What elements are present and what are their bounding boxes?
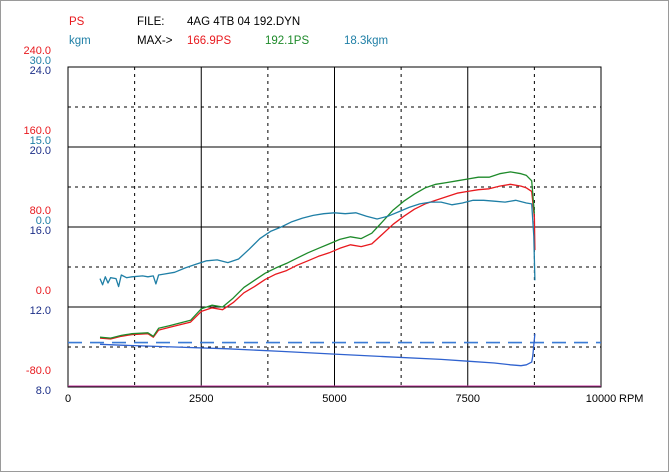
max-power-red: 166.9PS: [187, 35, 231, 47]
series-line-2: [99, 199, 536, 288]
chart-series: [99, 171, 536, 367]
y-tick-label-third: 12.0: [30, 305, 51, 317]
y-tick-label-ps: 240.0: [23, 45, 51, 57]
x-tick-label: 7500: [456, 393, 480, 405]
y-tick-label-third: 8.0: [36, 385, 51, 397]
x-tick-label: 10000: [586, 393, 617, 405]
max-power-green: 192.1PS: [265, 35, 309, 47]
kgm-unit-label: kgm: [69, 35, 91, 47]
x-axis-ticks: 0 2500 5000 7500 10000: [65, 393, 616, 405]
reference-line: [68, 341, 601, 387]
file-name: 4AG 4TB 04 192.DYN: [187, 16, 300, 28]
series-line-3: [99, 333, 536, 367]
y-tick-label-third: 16.0: [30, 225, 51, 237]
y-tick-label-kgm: 15.0: [30, 135, 51, 147]
chart-header: PS kgm FILE: 4AG 4TB 04 192.DYN MAX-> 16…: [69, 16, 388, 47]
y-tick-label-ps: 80.0: [30, 205, 51, 217]
series-line-0: [99, 183, 536, 340]
x-axis-label: RPM: [619, 393, 643, 405]
series-line-1: [99, 171, 536, 339]
ps-unit-label: PS: [69, 16, 85, 28]
x-tick-label: 5000: [322, 393, 346, 405]
file-label: FILE:: [137, 16, 164, 28]
y-tick-label-ps: -80.0: [26, 365, 51, 377]
x-tick-label: 2500: [189, 393, 213, 405]
y-tick-label-ps: 0.0: [36, 285, 51, 297]
max-torque: 18.3kgm: [344, 35, 388, 47]
y-tick-label-kgm: 30.0: [30, 55, 51, 67]
x-tick-label: 0: [65, 393, 71, 405]
y-tick-label-third: 20.0: [30, 145, 51, 157]
y-tick-label-ps: 160.0: [23, 125, 51, 137]
max-label: MAX->: [137, 35, 173, 47]
y-tick-label-kgm: 0.0: [36, 215, 51, 227]
grid: [68, 67, 601, 387]
y-tick-label-third: 24.0: [30, 65, 51, 77]
y-axis-ticks: 240.0160.080.00.0-80.030.015.00.024.020.…: [23, 45, 51, 397]
